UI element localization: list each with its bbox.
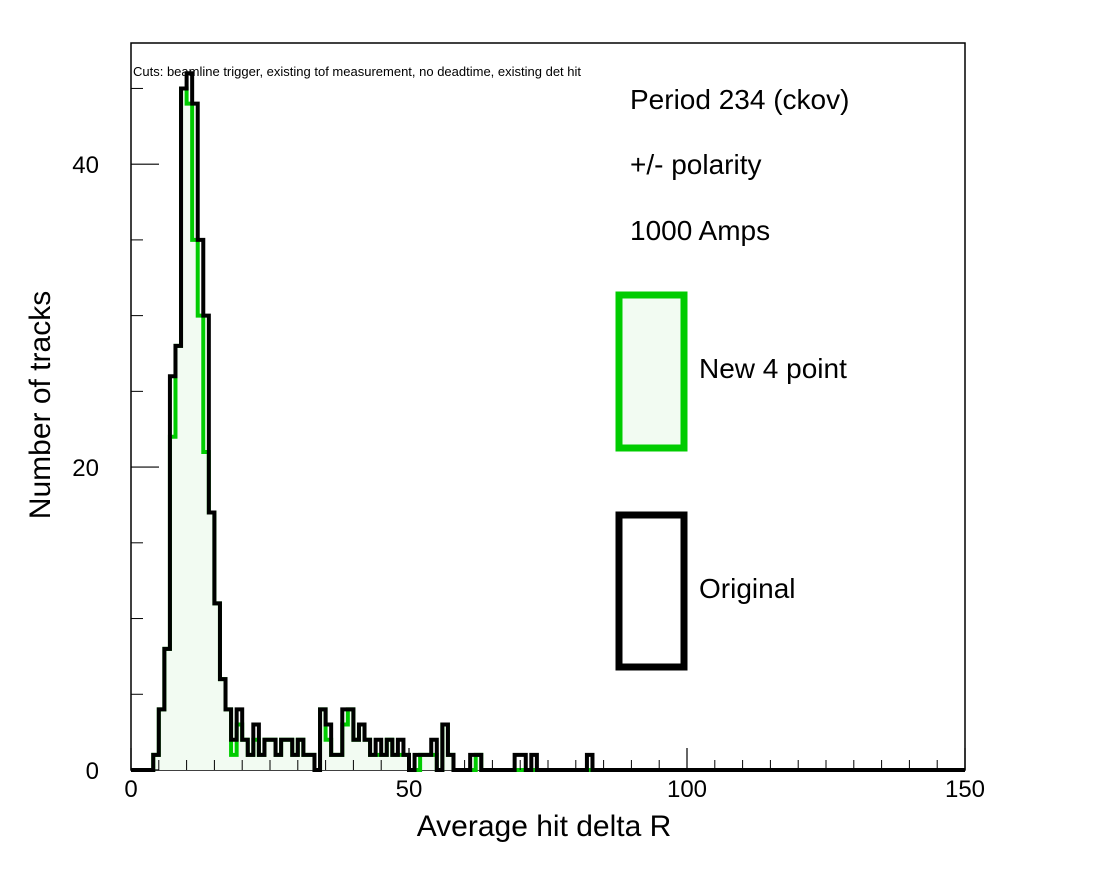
histogram-bin-original bbox=[442, 725, 448, 770]
histogram-bin-original bbox=[365, 740, 371, 770]
histogram-bin-original bbox=[220, 679, 226, 770]
histogram-bin-original bbox=[298, 740, 304, 770]
histogram-bin-original bbox=[403, 755, 409, 770]
y-tick-label: 40 bbox=[72, 152, 99, 179]
x-tick-label: 0 bbox=[124, 776, 137, 803]
tick-layer: 0 50 100 150 0 20 40 bbox=[72, 87, 985, 803]
histogram-bin-original bbox=[320, 709, 326, 770]
histogram-bin-original bbox=[242, 740, 248, 770]
histogram-bin-original bbox=[587, 755, 593, 770]
period-annotation: Period 234 (ckov) bbox=[630, 84, 849, 115]
histogram-bin-original bbox=[431, 740, 437, 770]
histogram-bin-original bbox=[531, 755, 537, 770]
histogram-bin-original bbox=[187, 73, 193, 770]
histogram-bin-original bbox=[415, 755, 421, 770]
histogram-bin-original bbox=[387, 740, 393, 770]
histogram-bin-original bbox=[153, 755, 159, 770]
histogram-bin-original bbox=[342, 709, 348, 770]
histogram-bin-original bbox=[281, 740, 287, 770]
histogram-bin-original bbox=[264, 740, 270, 770]
histogram-bin-original bbox=[292, 755, 298, 770]
histogram-bin-original bbox=[392, 755, 398, 770]
histogram-bin-original bbox=[270, 740, 276, 770]
y-tick-label: 0 bbox=[86, 758, 99, 785]
histogram-bin-original bbox=[175, 346, 181, 770]
x-tick-label: 100 bbox=[667, 776, 707, 803]
histogram-bin-original bbox=[353, 740, 359, 770]
histogram-bin-original bbox=[231, 740, 237, 770]
histogram-bin-original bbox=[276, 755, 282, 770]
histogram-bin-original bbox=[198, 240, 204, 770]
histogram-bin-original bbox=[370, 755, 376, 770]
y-axis-title: Number of tracks bbox=[24, 291, 57, 519]
histogram-bin-original bbox=[359, 725, 365, 770]
histogram-bin-original bbox=[348, 709, 354, 770]
histogram-layer bbox=[131, 71, 965, 772]
histogram-bin-original bbox=[331, 755, 337, 770]
x-tick-label: 50 bbox=[396, 776, 423, 803]
histogram-bin-original bbox=[426, 755, 432, 770]
histogram-bin-original bbox=[520, 755, 526, 770]
histogram-bin-original bbox=[376, 740, 382, 770]
histogram-bin-original bbox=[420, 755, 426, 770]
histogram-bin-original bbox=[214, 603, 220, 770]
histogram-bin-original bbox=[287, 740, 293, 770]
histogram-bin-original bbox=[159, 709, 165, 770]
histogram-bin-original bbox=[164, 649, 170, 770]
histogram-bin-original bbox=[448, 755, 454, 770]
y-tick-label: 20 bbox=[72, 455, 99, 482]
histogram-bin-original bbox=[209, 513, 215, 770]
histogram-bin-original bbox=[170, 376, 176, 770]
x-tick-label: 150 bbox=[945, 776, 985, 803]
histogram-bin-original bbox=[326, 725, 332, 770]
histogram-bin-original bbox=[248, 755, 254, 770]
histogram-bin-original bbox=[237, 709, 243, 770]
current-annotation: 1000 Amps bbox=[630, 215, 770, 246]
histogram-line-original bbox=[131, 71, 965, 772]
legend-label-original: Original bbox=[699, 573, 795, 604]
histogram-bin-original bbox=[226, 709, 232, 770]
histogram-bin-original bbox=[253, 725, 259, 770]
legend-label-new-4-point: New 4 point bbox=[699, 353, 847, 384]
histogram-bin-original bbox=[470, 755, 476, 770]
histogram-line-new-4-point bbox=[131, 86, 965, 772]
histogram-bin-original bbox=[337, 755, 343, 770]
x-axis-title: Average hit delta R bbox=[417, 810, 672, 843]
histogram-bin-original bbox=[476, 755, 482, 770]
legend-swatch-original bbox=[615, 511, 688, 671]
histogram-bin-original bbox=[203, 316, 209, 770]
histogram-bin-original bbox=[259, 755, 265, 770]
plot-frame bbox=[130, 42, 966, 771]
histogram-bin-original bbox=[303, 755, 309, 770]
histogram-bin-original bbox=[309, 755, 315, 770]
legend-swatch-new-4-point bbox=[615, 291, 688, 452]
polarity-annotation: +/- polarity bbox=[630, 149, 762, 180]
cuts-annotation: Cuts: beamline trigger, existing tof mea… bbox=[133, 64, 581, 79]
histogram-bin-original bbox=[398, 740, 404, 770]
histogram-bin-original bbox=[515, 755, 521, 770]
histogram-bin-original bbox=[181, 88, 187, 770]
histogram-bin-original bbox=[381, 755, 387, 770]
histogram-bin-original bbox=[192, 104, 198, 770]
histogram-fill-new-4-point bbox=[131, 88, 965, 770]
